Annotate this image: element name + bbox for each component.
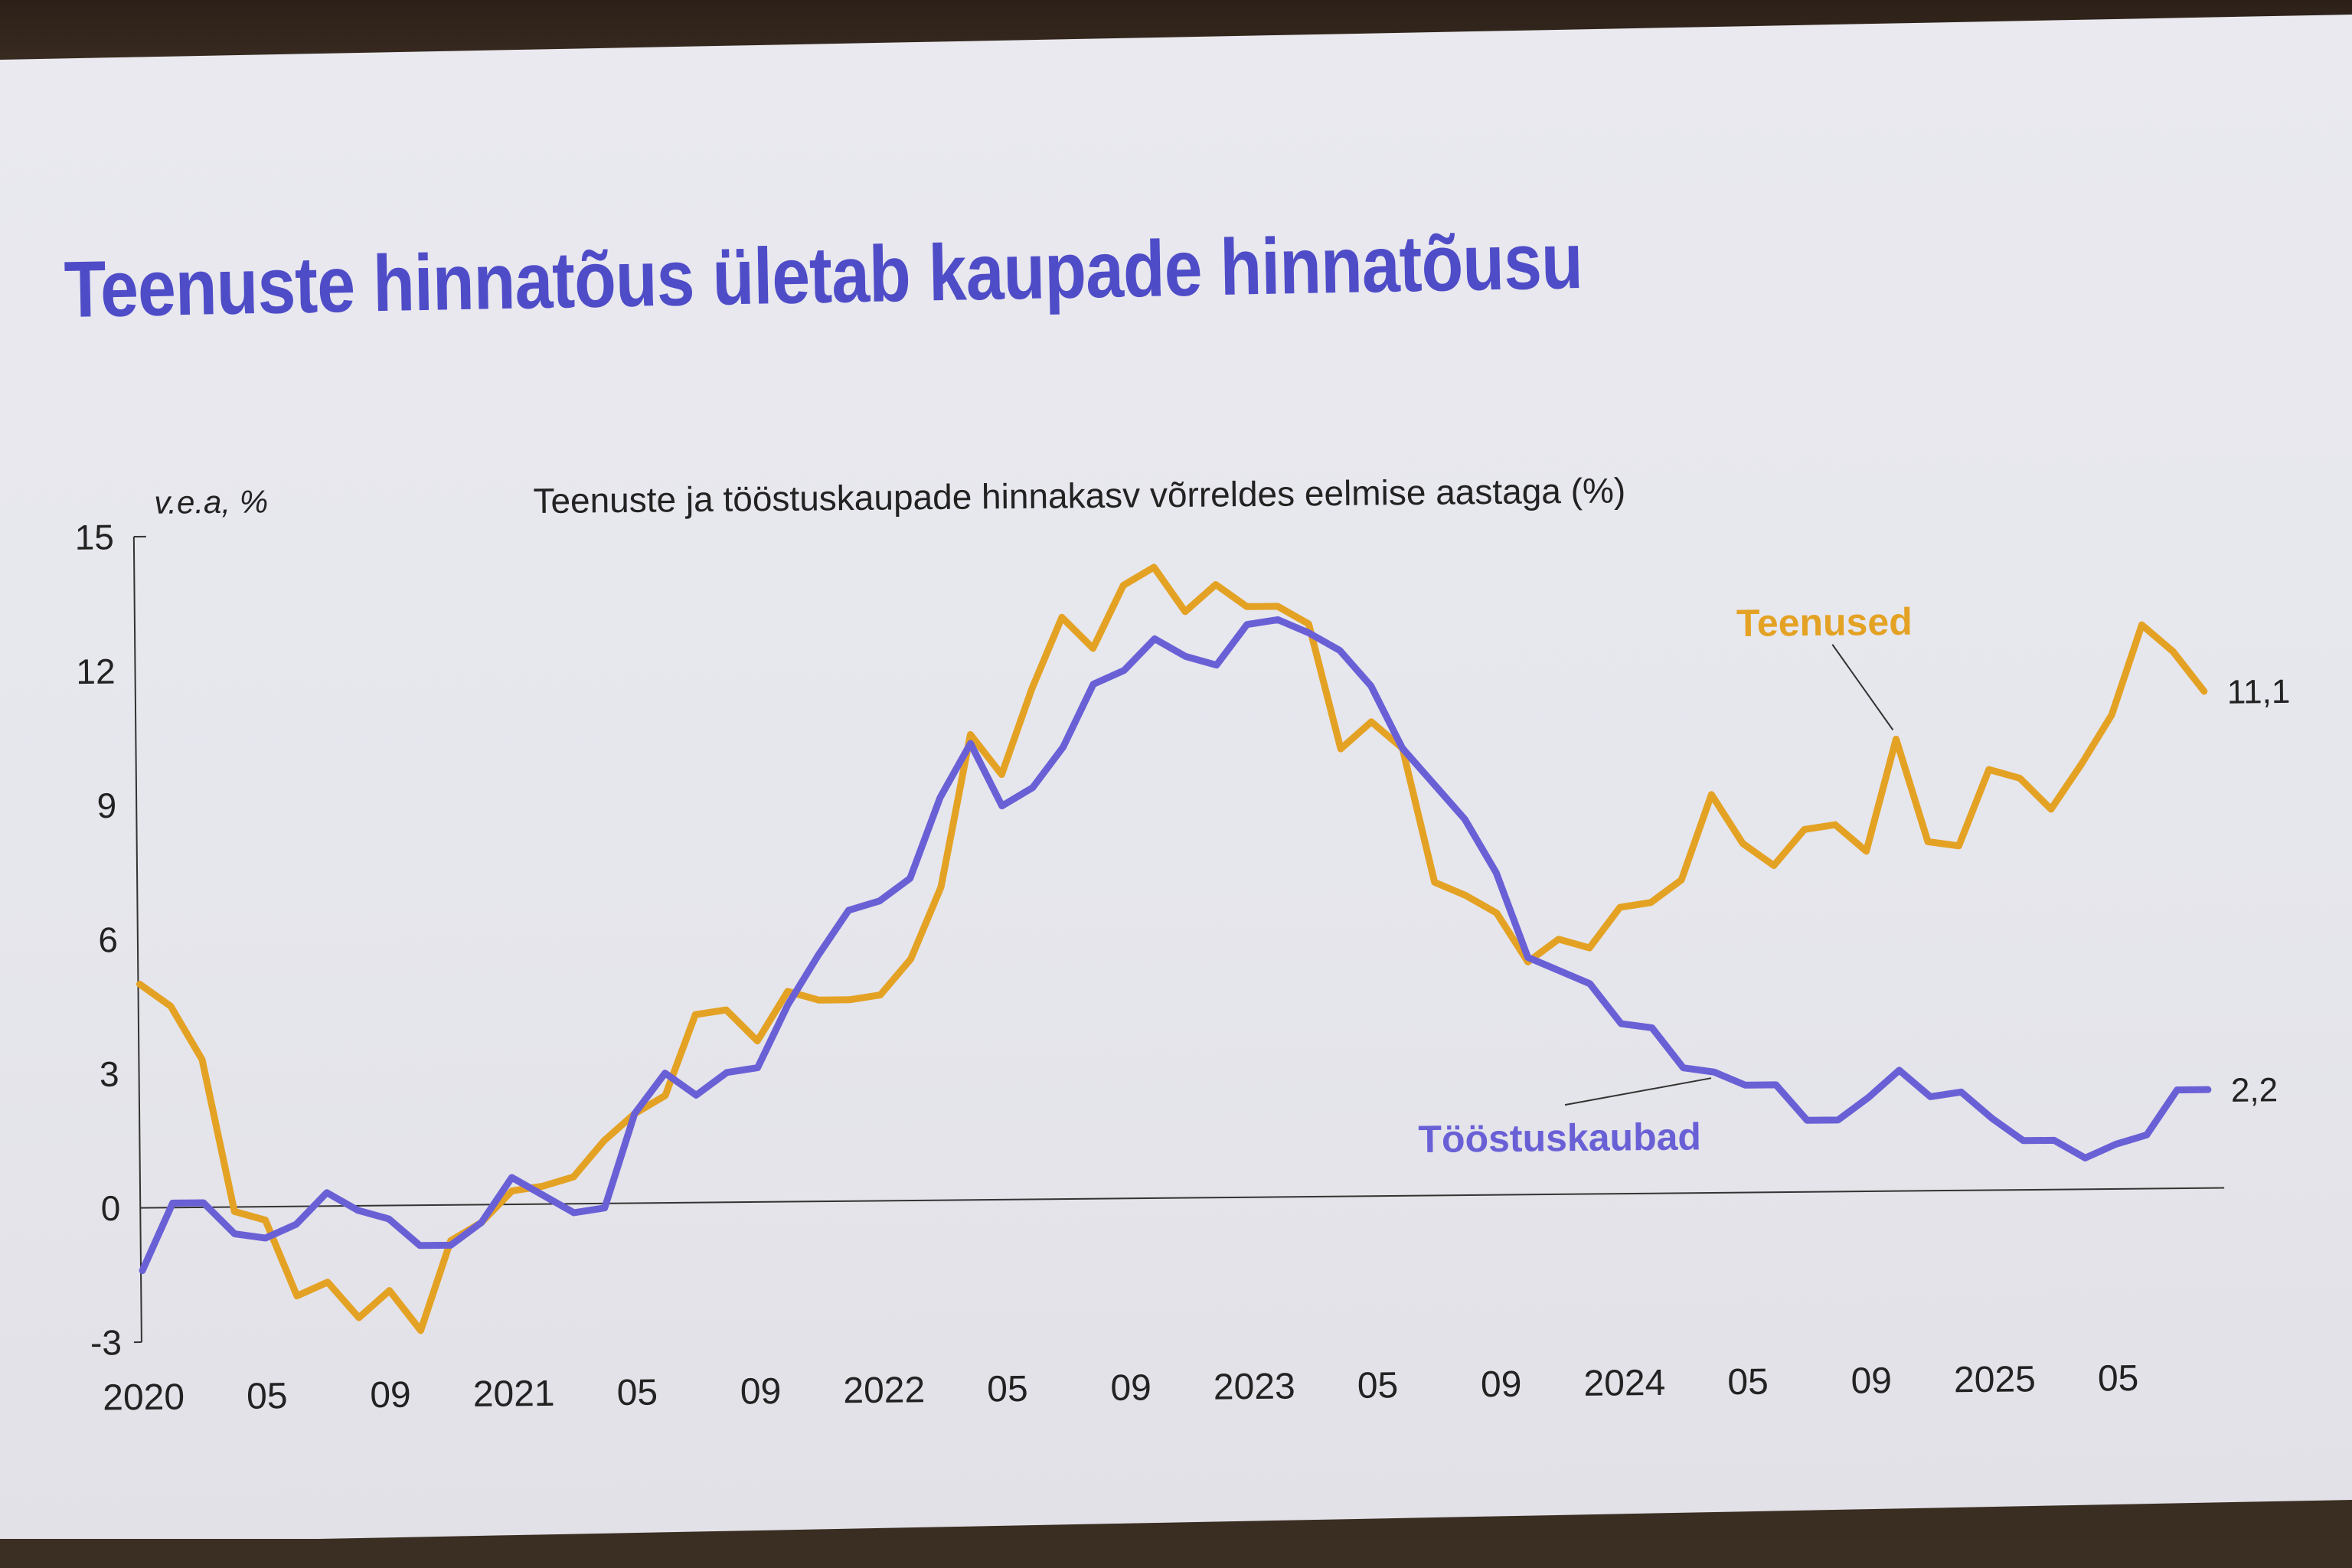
x-tick-label: 05: [1727, 1362, 1769, 1403]
x-tick-label: 2022: [843, 1370, 925, 1411]
x-tick-label: 2024: [1583, 1363, 1665, 1404]
y-tick-label: 12: [76, 652, 116, 691]
x-axis-ticks: 2020 05 09 2021 05 09 2022 05 09 2023 05 09 2024 05 09…: [103, 1358, 2139, 1419]
room-floor-edge: [0, 1539, 2352, 1568]
x-tick-label: 09: [1110, 1367, 1152, 1409]
chart-title: Teenuste ja tööstuskaupade hinnakasv võr…: [533, 470, 1625, 521]
y-tick-label: 0: [100, 1188, 120, 1228]
teenused-leader-line: [1831, 644, 1894, 730]
y-tick-label: 9: [96, 786, 116, 825]
x-tick-label: 09: [740, 1371, 782, 1413]
tooostuskaubad-annotation: Tööstuskaubad: [1418, 1115, 1701, 1161]
y-tick-label: 3: [100, 1054, 119, 1094]
x-tick-label: 09: [370, 1375, 411, 1416]
zero-baseline: [140, 1187, 2225, 1209]
x-tick-label: 05: [1357, 1365, 1399, 1406]
x-tick-label: 09: [1851, 1361, 1892, 1402]
y-axis-unit-label: v.e.a, %: [154, 483, 268, 520]
series-end-label: 2,2: [2231, 1071, 2278, 1109]
chart-axes: [132, 535, 2225, 1344]
x-tick-label: 05: [987, 1369, 1028, 1410]
x-tick-label: 2021: [473, 1374, 555, 1415]
x-tick-label: 05: [247, 1376, 288, 1417]
y-tick-label: 15: [74, 517, 114, 557]
series-line-teenused: [136, 564, 2208, 1334]
series-end-label: 11,1: [2227, 673, 2291, 711]
teenused-annotation: Teenused: [1736, 600, 1913, 645]
x-tick-label: 09: [1481, 1364, 1522, 1406]
y-tick-label: -3: [90, 1322, 122, 1362]
y-axis-line: [132, 537, 142, 1343]
y-axis-ticks: 15 12 9 6 3 0 -3: [74, 517, 122, 1362]
x-tick-label: 2025: [1954, 1359, 2036, 1400]
tooostuskaubad-leader-line: [1564, 1077, 1712, 1106]
x-tick-label: 2020: [103, 1377, 185, 1418]
series-labels: 11,1 2,2 Teenused Tööstuskaubad: [1418, 600, 2291, 1161]
series-lines: [136, 564, 2212, 1334]
x-tick-label: 05: [2098, 1358, 2139, 1400]
y-tick-label: 6: [98, 920, 118, 959]
x-tick-label: 05: [616, 1373, 658, 1414]
series-line-tööstuskaubad: [139, 616, 2212, 1274]
x-tick-label: 2023: [1214, 1367, 1295, 1408]
